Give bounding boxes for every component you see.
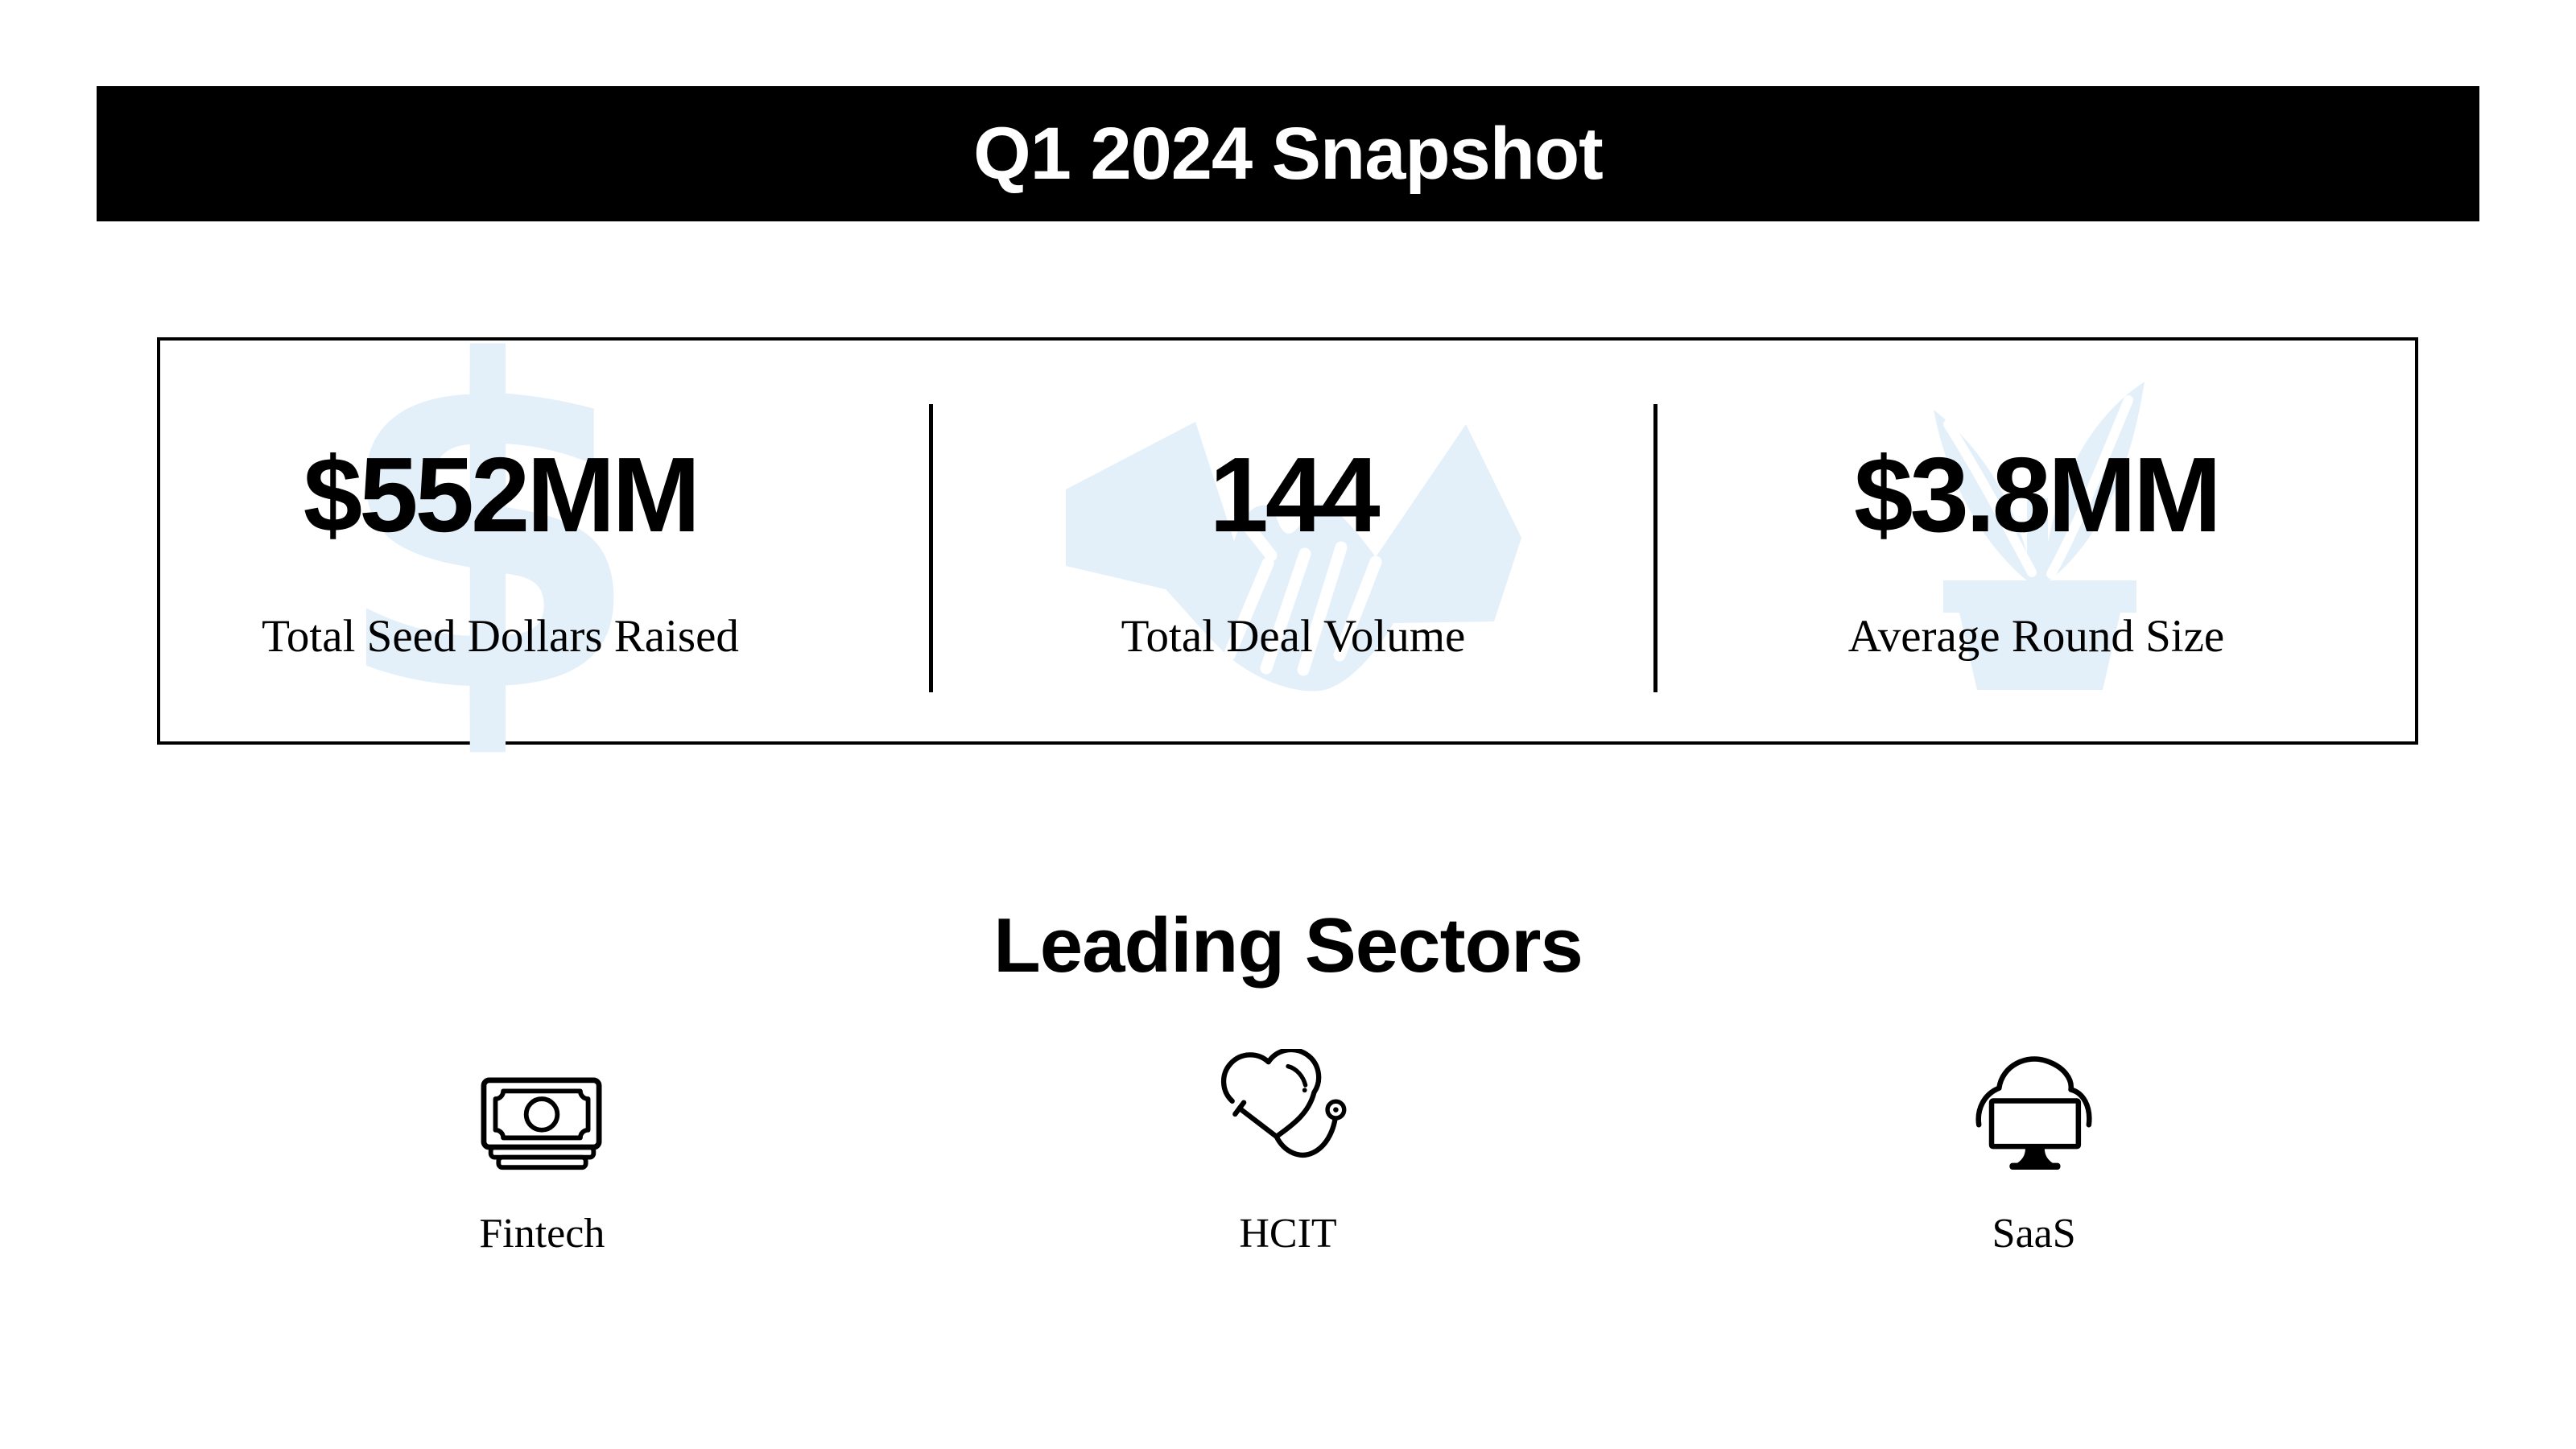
sector-saas: SaaS bbox=[1661, 1038, 2407, 1257]
sector-label: SaaS bbox=[1992, 1211, 2076, 1257]
heart-stethoscope-icon bbox=[1220, 1049, 1347, 1158]
page-title: Q1 2024 Snapshot bbox=[973, 113, 1604, 195]
stat-divider bbox=[1653, 404, 1657, 692]
sector-fintech: Fintech bbox=[169, 1038, 915, 1257]
sector-label: Fintech bbox=[479, 1211, 605, 1257]
stat-label: Total Deal Volume bbox=[1121, 611, 1466, 662]
stat-total-seed-dollars: $ $552MM Total Seed Dollars Raised bbox=[160, 305, 929, 756]
stat-value: 144 bbox=[1209, 436, 1380, 554]
stat-average-round-size: $3.8MM Average Round Size bbox=[1657, 341, 2415, 741]
sector-hcit: HCIT bbox=[915, 1038, 1662, 1257]
stat-label: Total Seed Dollars Raised bbox=[262, 611, 739, 662]
banknotes-icon bbox=[481, 1077, 602, 1170]
stat-total-deal-volume: 144 Total Deal Volume bbox=[933, 341, 1653, 741]
stat-value: $552MM bbox=[303, 436, 701, 554]
leading-sectors-title: Leading Sectors bbox=[993, 902, 1583, 989]
stat-label: Average Round Size bbox=[1847, 611, 2225, 662]
sectors-row: Fintech HCIT bbox=[169, 1038, 2407, 1257]
stats-summary-box: $ $552MM Total Seed Dollars Raised 144 T… bbox=[157, 305, 2418, 756]
header-bar: Q1 2024 Snapshot bbox=[97, 86, 2479, 221]
cloud-monitor-icon bbox=[1975, 1056, 2092, 1170]
sector-label: HCIT bbox=[1239, 1211, 1337, 1257]
stat-value: $3.8MM bbox=[1854, 436, 2222, 554]
stat-divider bbox=[929, 404, 933, 692]
